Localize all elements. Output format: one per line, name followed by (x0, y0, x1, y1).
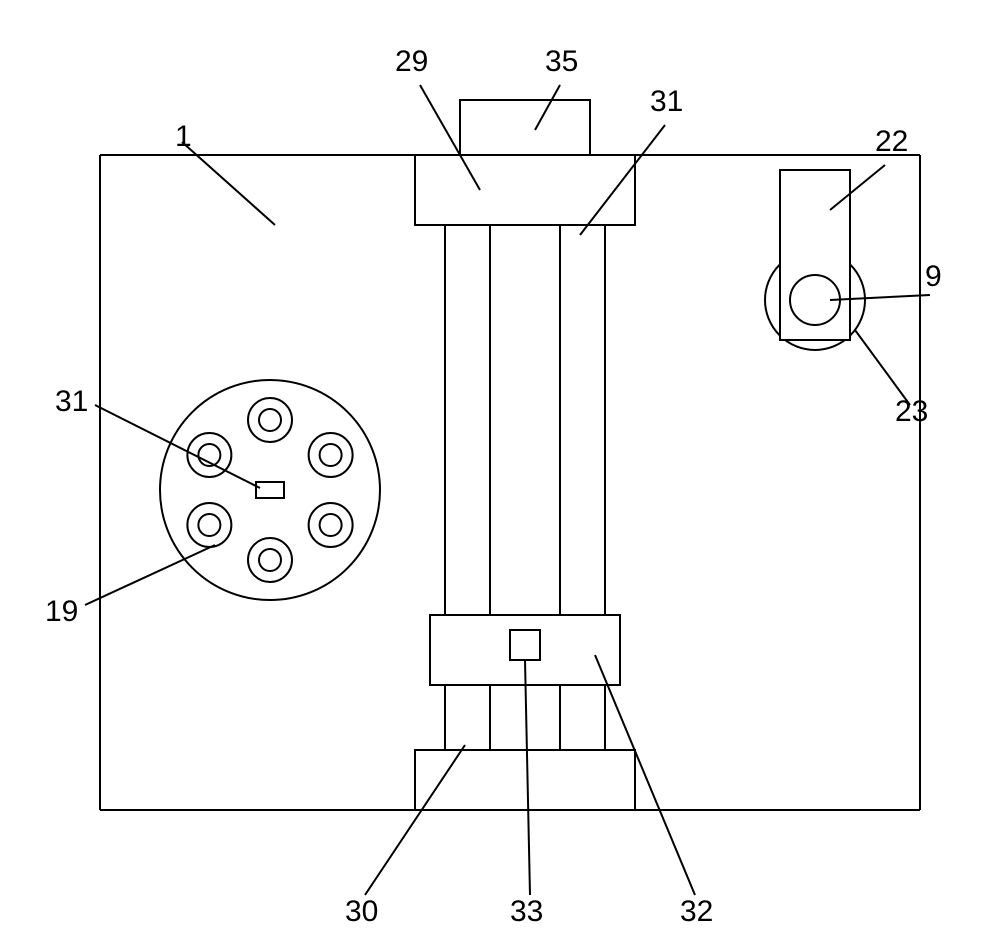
label-30: 30 (345, 895, 378, 929)
technical-drawing-svg (0, 0, 1000, 943)
label-23: 23 (895, 395, 928, 429)
label-32: 32 (680, 895, 713, 929)
label-33: 33 (510, 895, 543, 929)
label-19: 19 (45, 595, 78, 629)
label-9: 9 (925, 260, 942, 294)
label-29: 29 (395, 45, 428, 79)
label-1: 1 (175, 120, 192, 154)
label-22: 22 (875, 125, 908, 159)
label-31-left: 31 (55, 385, 88, 419)
diagram-container: 35 29 31 22 9 23 1 31 19 30 33 32 (0, 0, 1000, 943)
label-35: 35 (545, 45, 578, 79)
label-31-top: 31 (650, 85, 683, 119)
